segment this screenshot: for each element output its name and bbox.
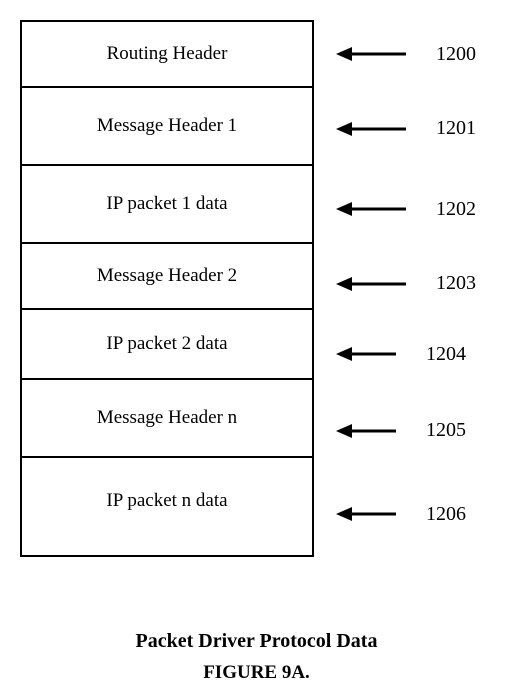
packet-diagram: Routing HeaderMessage Header 1IP packet … (20, 20, 476, 557)
row-annotation: 1201 (314, 89, 476, 170)
packet-cell: Message Header n (22, 380, 312, 458)
reference-number: 1201 (436, 117, 476, 140)
packet-cell: IP packet 1 data (22, 166, 312, 244)
row-annotation: 1206 (314, 471, 476, 557)
reference-number: 1203 (436, 272, 476, 295)
reference-number: 1204 (426, 343, 466, 366)
arrow-left-icon (336, 119, 406, 139)
row-annotation: 1205 (314, 391, 476, 472)
row-annotation: 1204 (314, 318, 476, 391)
reference-number: 1205 (426, 419, 466, 442)
figure-caption-number: FIGURE 9A. (0, 662, 513, 684)
packet-cell: Routing Header (22, 22, 312, 88)
figure-caption-title: Packet Driver Protocol Data (0, 630, 513, 653)
reference-number: 1202 (436, 198, 476, 221)
row-annotation: 1200 (314, 20, 476, 89)
arrow-left-icon (336, 44, 406, 64)
arrow-left-icon (336, 504, 396, 524)
packet-cell: IP packet n data (22, 458, 312, 544)
packet-cell: Message Header 1 (22, 88, 312, 166)
packet-cell: IP packet 2 data (22, 310, 312, 380)
row-annotation: 1202 (314, 169, 476, 250)
row-annotation: 1203 (314, 250, 476, 319)
arrow-left-icon (336, 344, 396, 364)
reference-number: 1200 (436, 43, 476, 66)
arrow-left-icon (336, 274, 406, 294)
packet-table: Routing HeaderMessage Header 1IP packet … (20, 20, 314, 557)
packet-cell: Message Header 2 (22, 244, 312, 310)
arrow-left-icon (336, 199, 406, 219)
reference-number: 1206 (426, 503, 466, 526)
arrow-left-icon (336, 421, 396, 441)
